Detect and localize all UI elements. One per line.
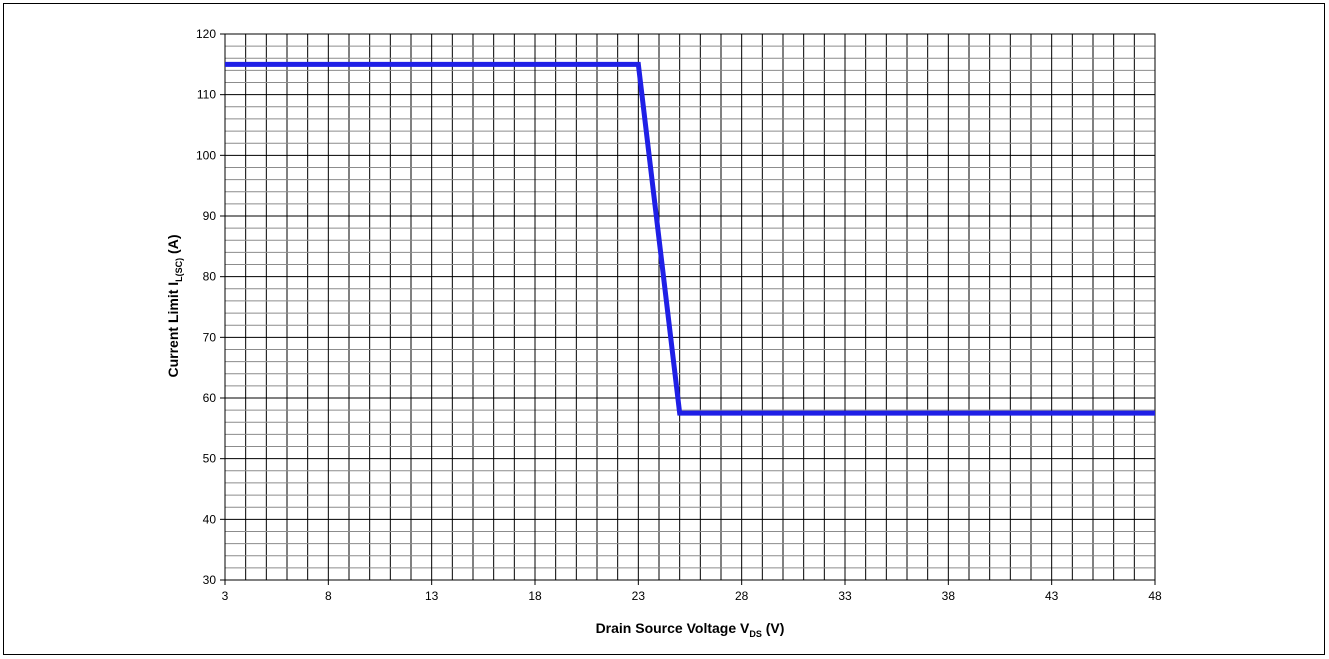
y-tick-label: 120 — [196, 27, 216, 41]
chart-frame — [3, 3, 1325, 655]
x-tick-label: 3 — [222, 589, 229, 603]
x-tick-label: 13 — [425, 589, 439, 603]
series-line — [225, 61, 1155, 416]
x-tick-label: 33 — [838, 589, 852, 603]
major-grid — [224, 33, 1156, 581]
y-tick-label: 90 — [203, 209, 217, 223]
x-tick-label: 38 — [942, 589, 956, 603]
y-axis-title-main: Current Limit I — [165, 282, 181, 378]
plot-area-border — [224, 33, 1156, 581]
y-tick-label: 30 — [203, 573, 217, 587]
y-axis-ticks: 30 40 50 60 70 80 90 100 110 120 — [196, 27, 225, 587]
series-layer — [224, 61, 1156, 416]
x-tick-label: 48 — [1148, 589, 1162, 603]
x-tick-label: 28 — [735, 589, 749, 603]
x-tick-label: 23 — [632, 589, 646, 603]
x-axis-ticks: 3 8 13 18 23 28 33 38 43 48 — [222, 580, 1162, 603]
y-tick-label: 100 — [196, 148, 216, 162]
y-tick-label: 40 — [203, 512, 217, 526]
y-tick-label: 80 — [203, 270, 217, 284]
x-tick-label: 43 — [1045, 589, 1059, 603]
x-tick-label: 8 — [325, 589, 332, 603]
x-axis-title-unit: (V) — [762, 620, 785, 636]
y-axis-title-sub: L(SC) — [174, 258, 184, 282]
x-axis-title-main: Drain Source Voltage V — [596, 620, 750, 636]
y-tick-label: 70 — [203, 330, 217, 344]
y-axis-title: Current Limit IL(SC) (A) — [165, 235, 184, 378]
y-tick-label: 60 — [203, 391, 217, 405]
y-axis-title-unit: (A) — [165, 235, 181, 258]
x-axis-title: Drain Source Voltage VDS (V) — [596, 620, 785, 639]
x-axis-title-sub: DS — [749, 629, 762, 639]
x-tick-label: 18 — [528, 589, 542, 603]
minor-grid — [225, 34, 1155, 580]
y-tick-label: 50 — [203, 452, 217, 466]
y-tick-label: 110 — [197, 88, 216, 102]
